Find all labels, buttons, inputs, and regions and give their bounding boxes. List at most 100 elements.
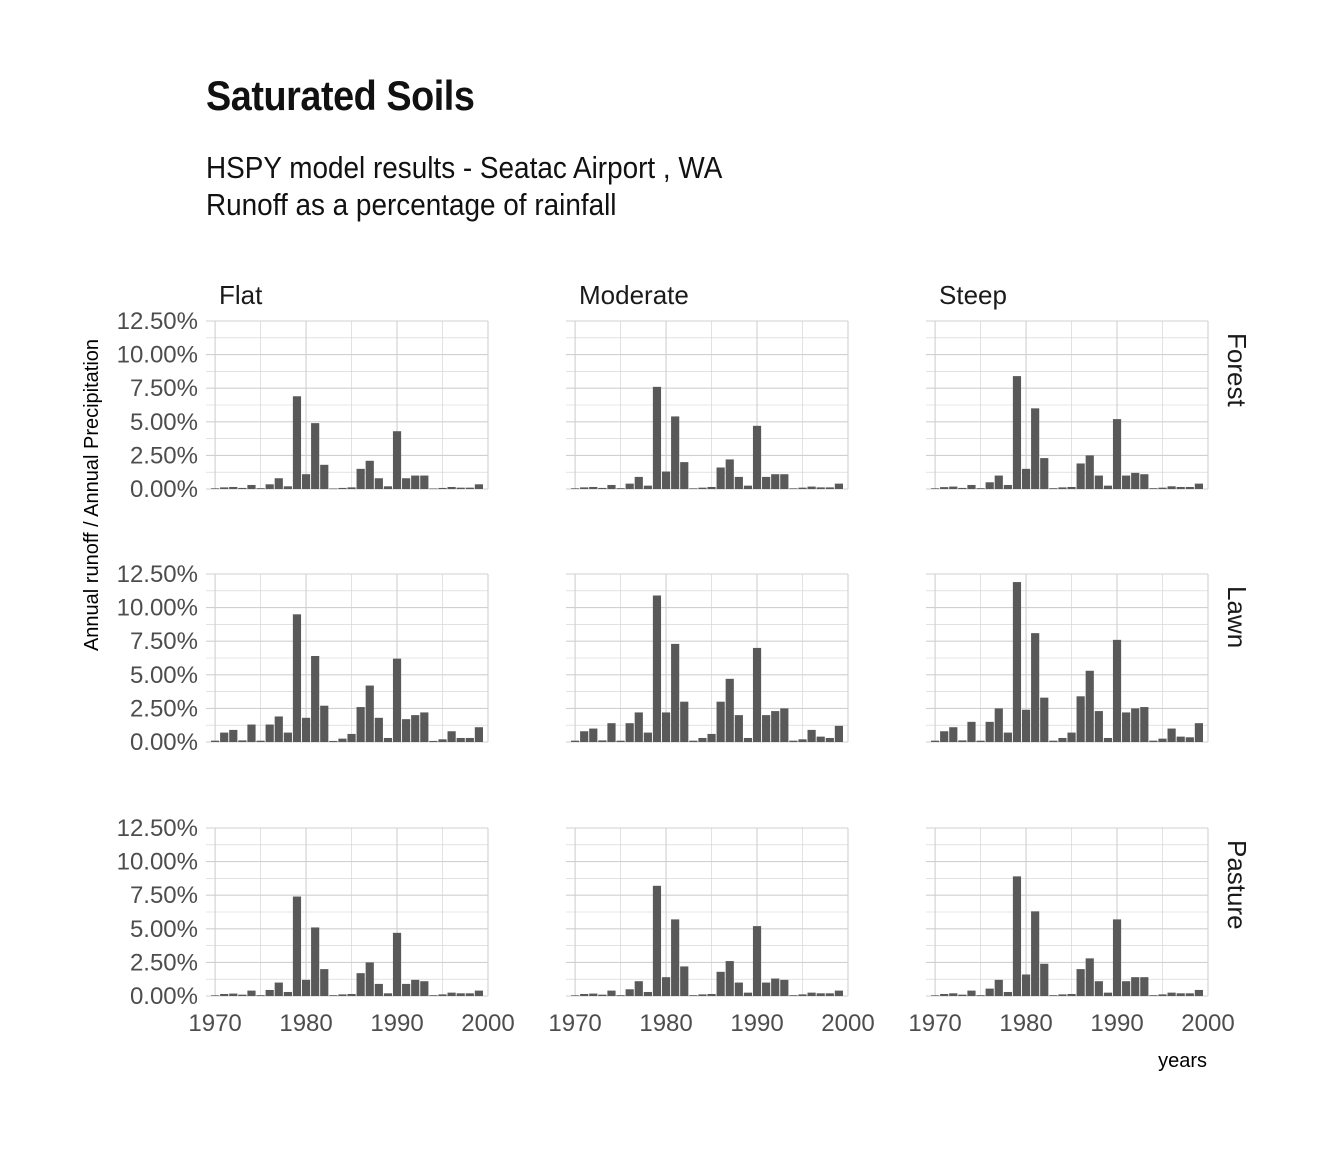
bar-lawn-flat-1987 — [365, 685, 374, 742]
bar-pasture-flat-1975 — [256, 995, 265, 996]
bar-pasture-steep-1992 — [1131, 977, 1140, 996]
bar-forest-flat-1999 — [474, 484, 483, 489]
bar-lawn-flat-1976 — [265, 724, 274, 742]
bar-forest-flat-1985 — [347, 487, 356, 489]
bar-pasture-flat-1998 — [465, 993, 474, 996]
bar-forest-flat-1976 — [265, 484, 274, 489]
bar-forest-flat-1998 — [465, 487, 474, 489]
bar-lawn-flat-1996 — [447, 731, 456, 742]
bar-forest-moderate-1997 — [816, 487, 825, 489]
y-tick-label: 5.00% — [130, 916, 198, 943]
facet-col-label-steep: Steep — [939, 280, 1007, 310]
bar-lawn-steep-1980 — [1021, 709, 1031, 742]
x-tick-label: 2000 — [461, 1010, 514, 1037]
bar-forest-steep-1984 — [1058, 487, 1067, 489]
bar-pasture-moderate-1987 — [725, 961, 734, 996]
bar-pasture-flat-1983 — [329, 995, 338, 996]
y-tick-label: 0.00% — [130, 729, 198, 756]
bar-forest-moderate-1980 — [661, 471, 671, 489]
bar-pasture-steep-1994 — [1149, 995, 1158, 996]
bar-pasture-steep-1996 — [1167, 992, 1176, 996]
bar-forest-moderate-1990 — [752, 425, 762, 489]
bar-pasture-moderate-1992 — [771, 978, 780, 996]
bar-forest-flat-1973 — [238, 487, 247, 489]
bar-forest-moderate-1989 — [743, 485, 753, 489]
bar-forest-moderate-1986 — [716, 467, 725, 489]
bar-forest-flat-1988 — [374, 478, 383, 489]
bar-lawn-steep-1989 — [1103, 737, 1113, 742]
bar-lawn-moderate-1981 — [671, 643, 680, 742]
bar-pasture-steep-1980 — [1021, 974, 1031, 996]
bar-lawn-flat-1972 — [229, 729, 238, 742]
bar-pasture-steep-1993 — [1140, 977, 1149, 996]
bar-forest-flat-1974 — [247, 484, 256, 489]
y-tick-label: 10.00% — [117, 342, 198, 369]
bar-forest-moderate-1991 — [762, 476, 771, 489]
bar-forest-flat-1993 — [420, 475, 429, 489]
bar-lawn-moderate-1976 — [625, 723, 634, 742]
y-tick-label: 2.50% — [130, 695, 198, 722]
bar-lawn-moderate-1995 — [798, 739, 807, 742]
bar-lawn-steep-1994 — [1149, 740, 1158, 742]
bar-pasture-steep-1998 — [1185, 993, 1194, 996]
bar-lawn-flat-1989 — [383, 737, 393, 742]
bar-pasture-moderate-1983 — [689, 995, 698, 996]
bar-pasture-flat-1970 — [211, 995, 220, 996]
bar-pasture-moderate-1989 — [743, 992, 753, 996]
bar-lawn-steep-1981 — [1031, 633, 1040, 742]
bar-pasture-moderate-1976 — [625, 989, 634, 996]
bar-pasture-moderate-1979 — [652, 885, 662, 996]
bar-forest-steep-1983 — [1049, 488, 1058, 489]
bar-forest-moderate-1984 — [698, 487, 707, 489]
bar-pasture-flat-1973 — [238, 994, 247, 996]
bar-forest-flat-1992 — [411, 475, 420, 489]
chart-title: Saturated Soils — [206, 72, 475, 119]
bar-pasture-moderate-1997 — [816, 993, 825, 996]
bar-forest-moderate-1982 — [680, 462, 689, 489]
x-tick-label: 1990 — [1090, 1010, 1143, 1037]
bar-pasture-steep-1987 — [1085, 958, 1094, 996]
bar-pasture-moderate-1995 — [798, 994, 807, 996]
bar-forest-steep-1973 — [958, 487, 967, 489]
bar-pasture-steep-1971 — [940, 993, 949, 996]
bar-pasture-flat-1996 — [447, 992, 456, 996]
y-tick-label: 2.50% — [130, 442, 198, 469]
bar-lawn-steep-1975 — [976, 740, 985, 742]
bar-forest-flat-1994 — [429, 488, 438, 490]
bar-pasture-moderate-1998 — [825, 993, 834, 996]
bar-pasture-moderate-1981 — [671, 919, 680, 996]
bar-pasture-flat-1976 — [265, 989, 274, 996]
bar-forest-moderate-1981 — [671, 416, 680, 489]
bar-lawn-moderate-1979 — [652, 595, 662, 742]
bar-lawn-flat-1991 — [402, 719, 411, 742]
bar-lawn-moderate-1983 — [689, 740, 698, 742]
bar-pasture-steep-1978 — [1003, 991, 1012, 996]
bar-pasture-flat-1986 — [356, 973, 365, 996]
bar-lawn-moderate-1975 — [616, 740, 625, 742]
y-tick-label: 2.50% — [130, 949, 198, 976]
bar-pasture-flat-1994 — [429, 995, 438, 996]
bar-forest-flat-1990 — [392, 431, 402, 489]
bar-lawn-flat-1980 — [301, 717, 311, 742]
x-tick-label: 1980 — [999, 1010, 1052, 1037]
bar-pasture-moderate-1982 — [680, 966, 689, 996]
bar-pasture-moderate-1986 — [716, 971, 725, 996]
y-tick-label: 0.00% — [130, 983, 198, 1010]
bar-forest-flat-1984 — [338, 487, 347, 489]
bar-forest-steep-1996 — [1167, 486, 1176, 489]
chart-subtitle-line2: Runoff as a percentage of rainfall — [206, 187, 617, 222]
bar-pasture-moderate-1985 — [707, 993, 716, 996]
bar-lawn-steep-1999 — [1194, 723, 1203, 742]
bar-forest-steep-1981 — [1031, 408, 1040, 489]
bar-forest-steep-1982 — [1040, 458, 1049, 489]
bar-forest-moderate-1996 — [807, 486, 816, 489]
bar-lawn-flat-1992 — [411, 715, 420, 742]
bar-forest-flat-1995 — [438, 487, 447, 489]
bar-forest-flat-1975 — [256, 488, 265, 489]
bar-lawn-flat-1975 — [256, 740, 265, 742]
bar-lawn-flat-1979 — [292, 614, 302, 742]
bar-lawn-flat-1970 — [211, 740, 220, 742]
bar-forest-flat-1983 — [329, 488, 338, 490]
bar-pasture-flat-1985 — [347, 993, 356, 996]
bar-lawn-moderate-1991 — [762, 715, 771, 742]
